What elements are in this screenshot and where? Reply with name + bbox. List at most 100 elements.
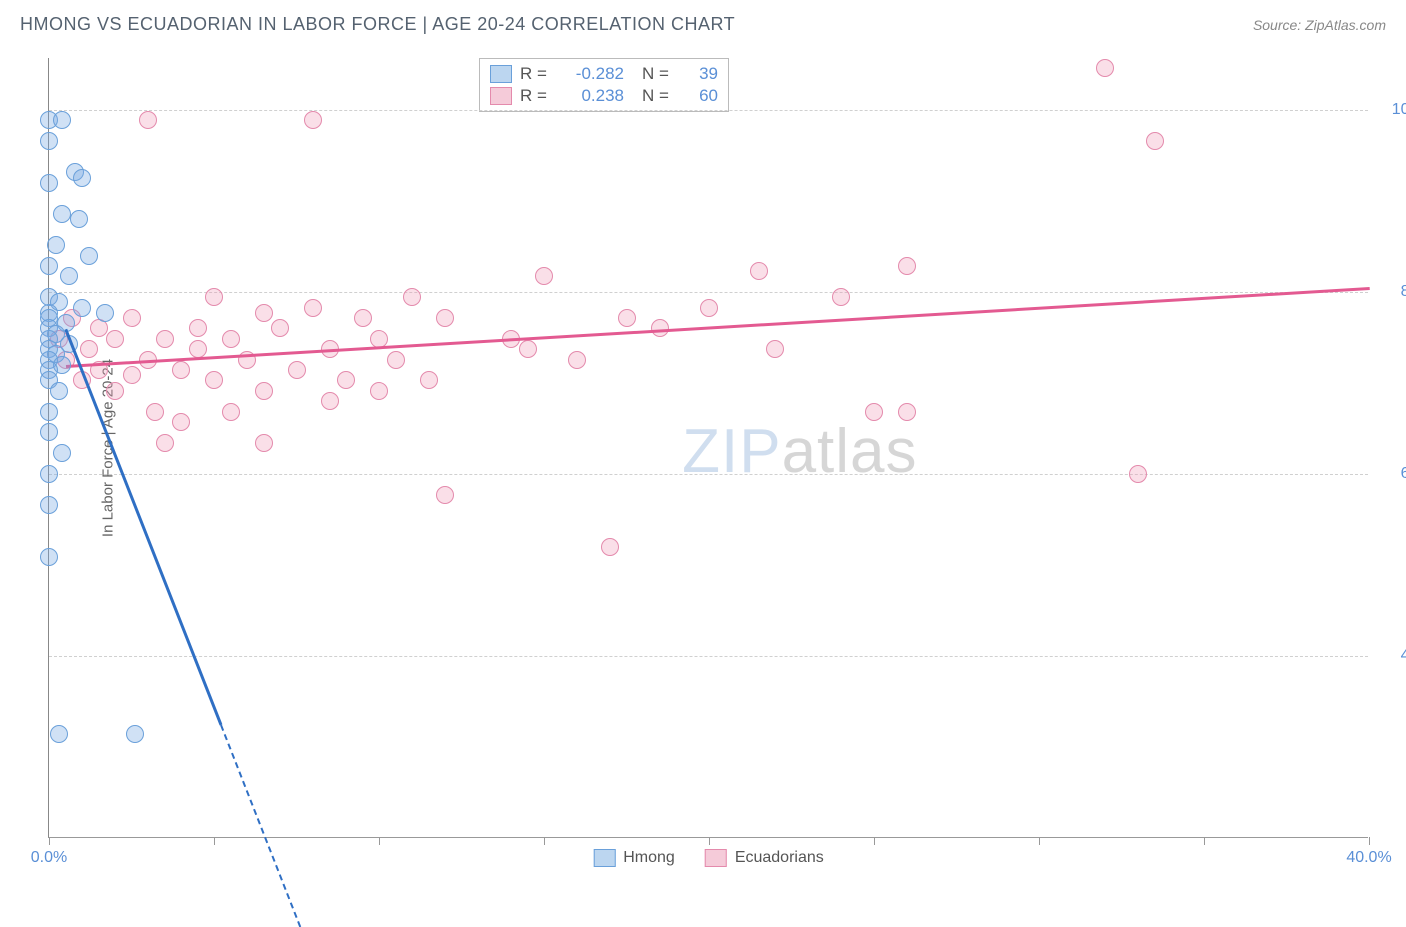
- data-point-ecuadorians: [750, 262, 768, 280]
- data-point-ecuadorians: [123, 366, 141, 384]
- data-point-ecuadorians: [568, 351, 586, 369]
- data-point-ecuadorians: [370, 382, 388, 400]
- data-point-ecuadorians: [321, 392, 339, 410]
- data-point-ecuadorians: [123, 309, 141, 327]
- y-tick-label: 82.5%: [1376, 283, 1406, 301]
- data-point-ecuadorians: [172, 361, 190, 379]
- x-tick: [874, 837, 875, 845]
- data-point-hmong: [126, 725, 144, 743]
- stats-legend: R = -0.282 N = 39R = 0.238 N = 60: [479, 58, 729, 112]
- y-tick-label: 65.0%: [1376, 465, 1406, 483]
- data-point-hmong: [40, 403, 58, 421]
- data-point-ecuadorians: [156, 434, 174, 452]
- data-point-ecuadorians: [519, 340, 537, 358]
- x-tick: [49, 837, 50, 845]
- x-tick-label: 40.0%: [1346, 849, 1391, 867]
- x-tick: [214, 837, 215, 845]
- series-legend: Hmong Ecuadorians: [593, 849, 824, 867]
- data-point-ecuadorians: [205, 288, 223, 306]
- data-point-ecuadorians: [189, 319, 207, 337]
- x-tick: [709, 837, 710, 845]
- legend-item-ecuadorians: Ecuadorians: [705, 849, 824, 867]
- legend-label: Ecuadorians: [735, 849, 824, 867]
- correlation-chart: In Labor Force | Age 20-24 ZIPatlas R =-…: [48, 58, 1368, 838]
- data-point-hmong: [40, 465, 58, 483]
- data-point-ecuadorians: [271, 319, 289, 337]
- data-point-hmong: [96, 304, 114, 322]
- data-point-ecuadorians: [304, 111, 322, 129]
- x-tick: [1204, 837, 1205, 845]
- data-point-hmong: [53, 205, 71, 223]
- data-point-ecuadorians: [304, 299, 322, 317]
- chart-source: Source: ZipAtlas.com: [1253, 17, 1386, 33]
- data-point-ecuadorians: [106, 330, 124, 348]
- x-tick: [1369, 837, 1370, 845]
- stats-row-ecuadorians: R = 0.238 N = 60: [490, 85, 718, 107]
- stat-r-label: R =: [520, 64, 554, 84]
- data-point-hmong: [47, 236, 65, 254]
- data-point-hmong: [40, 257, 58, 275]
- data-point-ecuadorians: [766, 340, 784, 358]
- gridline: [49, 110, 1368, 111]
- data-point-ecuadorians: [156, 330, 174, 348]
- data-point-ecuadorians: [1096, 59, 1114, 77]
- stat-n-value: 39: [684, 64, 718, 84]
- data-point-hmong: [40, 423, 58, 441]
- gridline: [49, 292, 1368, 293]
- data-point-hmong: [73, 169, 91, 187]
- legend-swatch: [593, 849, 615, 867]
- x-tick: [379, 837, 380, 845]
- data-point-ecuadorians: [1146, 132, 1164, 150]
- x-tick-label: 0.0%: [31, 849, 67, 867]
- stat-r-value: 0.238: [562, 86, 624, 106]
- regression-line-ecuadorians: [65, 287, 1369, 367]
- x-tick: [544, 837, 545, 845]
- data-point-hmong: [53, 444, 71, 462]
- data-point-ecuadorians: [222, 330, 240, 348]
- gridline: [49, 656, 1368, 657]
- x-tick: [1039, 837, 1040, 845]
- data-point-ecuadorians: [898, 403, 916, 421]
- data-point-ecuadorians: [387, 351, 405, 369]
- data-point-hmong: [60, 267, 78, 285]
- data-point-ecuadorians: [288, 361, 306, 379]
- data-point-ecuadorians: [354, 309, 372, 327]
- data-point-ecuadorians: [601, 538, 619, 556]
- legend-label: Hmong: [623, 849, 675, 867]
- data-point-ecuadorians: [535, 267, 553, 285]
- gridline: [49, 474, 1368, 475]
- data-point-ecuadorians: [420, 371, 438, 389]
- data-point-ecuadorians: [80, 340, 98, 358]
- data-point-ecuadorians: [1129, 465, 1147, 483]
- stat-n-value: 60: [684, 86, 718, 106]
- data-point-ecuadorians: [700, 299, 718, 317]
- data-point-ecuadorians: [255, 382, 273, 400]
- data-point-ecuadorians: [436, 309, 454, 327]
- data-point-ecuadorians: [172, 413, 190, 431]
- data-point-ecuadorians: [146, 403, 164, 421]
- y-tick-label: 47.5%: [1376, 647, 1406, 665]
- data-point-ecuadorians: [832, 288, 850, 306]
- data-point-hmong: [40, 132, 58, 150]
- data-point-ecuadorians: [106, 382, 124, 400]
- stat-n-label: N =: [642, 86, 676, 106]
- legend-swatch: [490, 87, 512, 105]
- data-point-ecuadorians: [90, 319, 108, 337]
- data-point-ecuadorians: [337, 371, 355, 389]
- stat-r-value: -0.282: [562, 64, 624, 84]
- data-point-ecuadorians: [139, 111, 157, 129]
- data-point-ecuadorians: [255, 304, 273, 322]
- legend-swatch: [490, 65, 512, 83]
- data-point-hmong: [50, 382, 68, 400]
- data-point-ecuadorians: [436, 486, 454, 504]
- data-point-hmong: [70, 210, 88, 228]
- data-point-ecuadorians: [865, 403, 883, 421]
- stats-row-hmong: R =-0.282N =39: [490, 63, 718, 85]
- data-point-hmong: [50, 725, 68, 743]
- data-point-ecuadorians: [255, 434, 273, 452]
- data-point-ecuadorians: [403, 288, 421, 306]
- stat-r-label: R =: [520, 86, 554, 106]
- data-point-ecuadorians: [898, 257, 916, 275]
- watermark: ZIPatlas: [682, 416, 917, 487]
- data-point-ecuadorians: [205, 371, 223, 389]
